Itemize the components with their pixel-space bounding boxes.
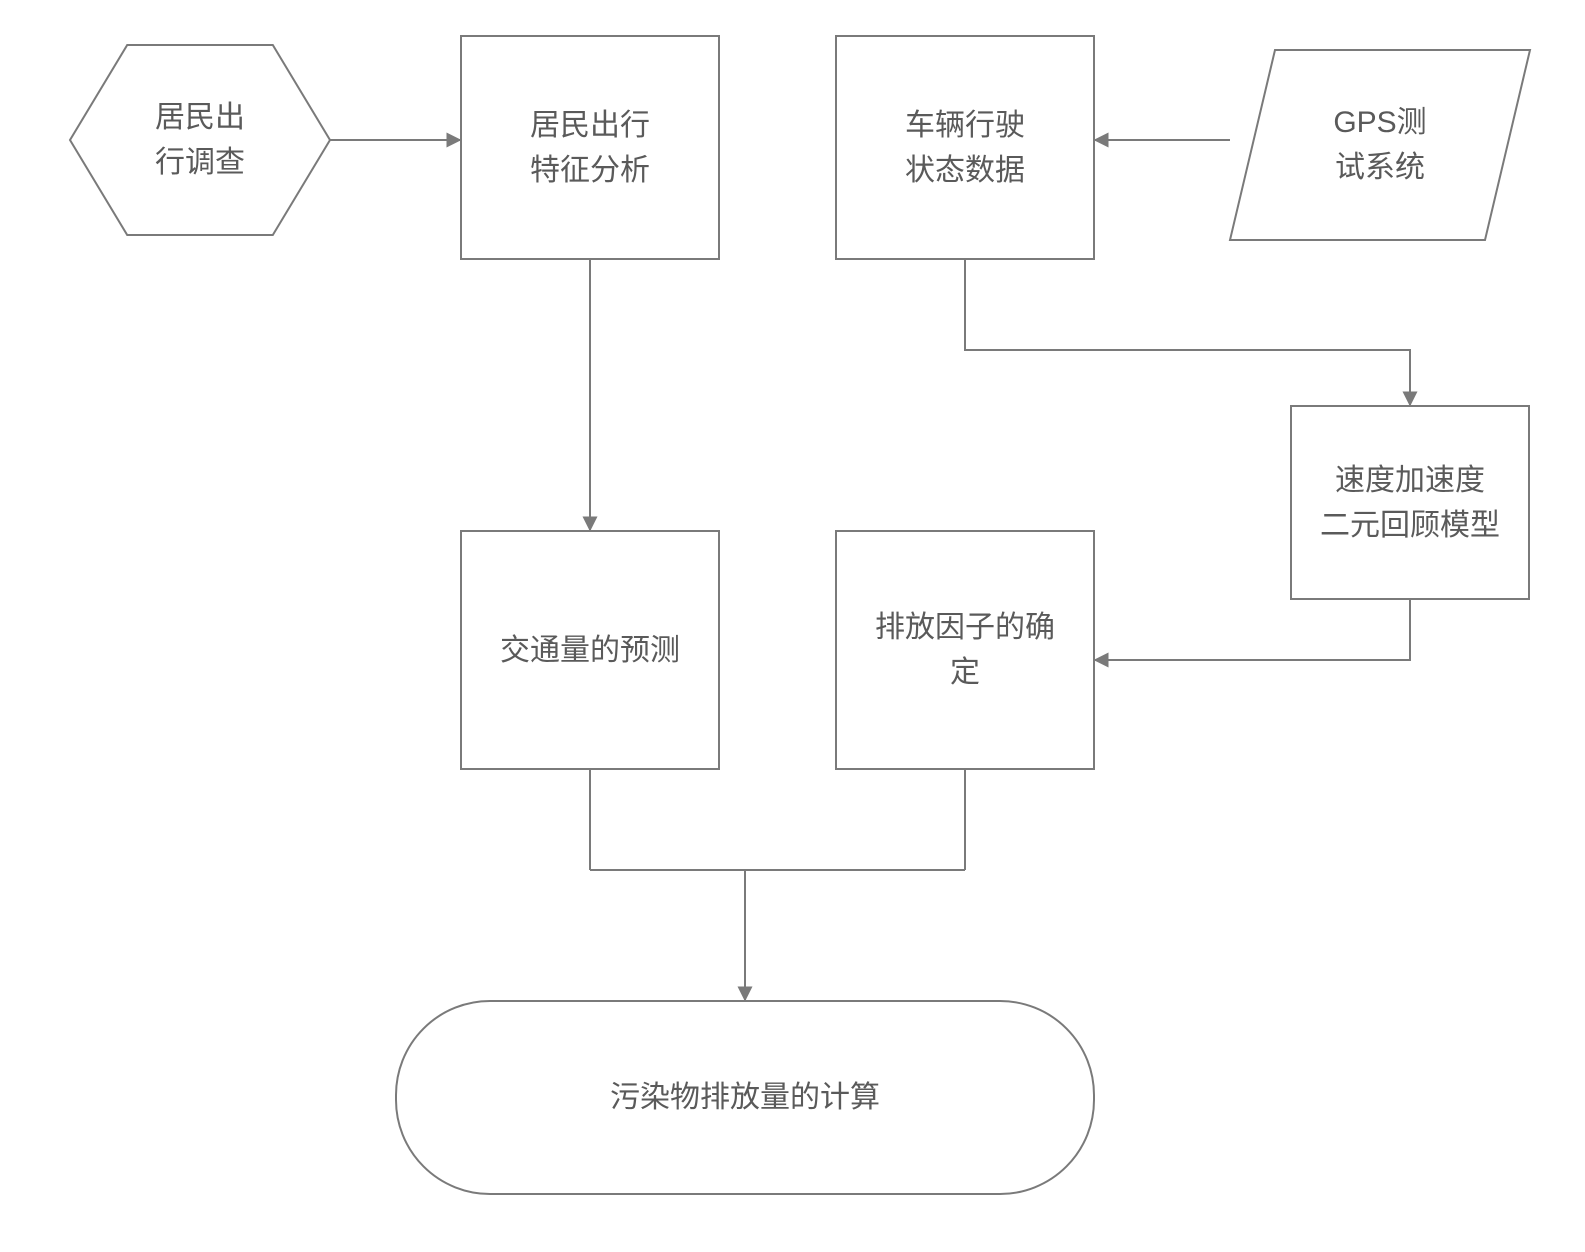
node-gps-test-system-label: GPS测试系统 xyxy=(1230,50,1530,240)
node-vehicle-state-data: 车辆行驶状态数据 xyxy=(835,35,1095,260)
flowchart-canvas: 居民出行调查 居民出行特征分析 车辆行驶状态数据 GPS测试系统 速度加速度二元… xyxy=(0,0,1585,1252)
node-travel-feature-analysis: 居民出行特征分析 xyxy=(460,35,720,260)
node-traffic-volume-prediction: 交通量的预测 xyxy=(460,530,720,770)
node-speed-accel-model: 速度加速度二元回顾模型 xyxy=(1290,405,1530,600)
node-emission-factor-determination: 排放因子的确定 xyxy=(835,530,1095,770)
node-resident-survey-label: 居民出行调查 xyxy=(70,45,330,235)
node-pollutant-emission-calc: 污染物排放量的计算 xyxy=(395,1000,1095,1195)
